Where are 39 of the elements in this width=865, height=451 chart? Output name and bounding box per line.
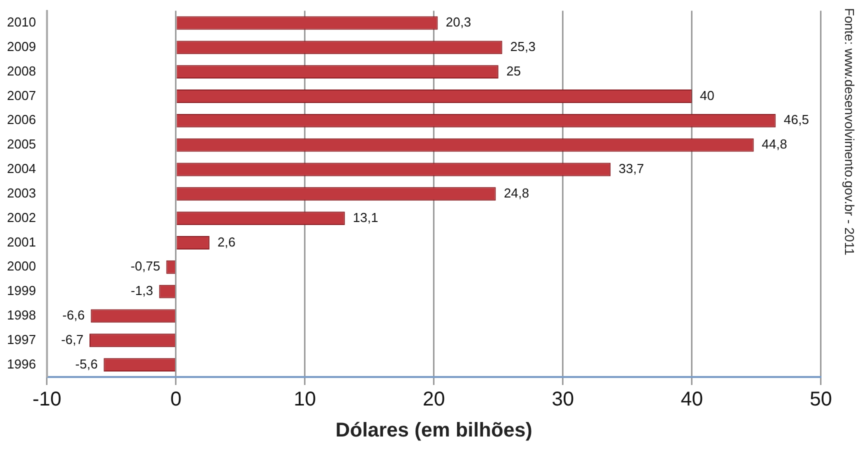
y-tick-label: 2007 — [7, 88, 36, 103]
data-label: 20,3 — [446, 14, 472, 30]
data-label: 46,5 — [784, 112, 810, 128]
data-label: 33,7 — [618, 161, 644, 176]
y-tick-label: 2008 — [7, 63, 36, 78]
data-label: -6,7 — [61, 332, 84, 347]
y-tick-label: 1997 — [7, 332, 36, 347]
y-tick-label: 2001 — [7, 234, 36, 250]
y-tick-label: 2002 — [7, 210, 36, 225]
x-tick-label: 0 — [170, 388, 182, 411]
y-tick-label: 1996 — [7, 356, 36, 372]
data-label: 13,1 — [352, 210, 378, 225]
x-tick-label: 10 — [294, 388, 316, 411]
x-tick-label: 20 — [422, 388, 446, 411]
x-axis-title: Dólares (em bilhões) — [336, 420, 532, 442]
y-tick-label: 1998 — [7, 308, 36, 323]
y-tick-label: 2009 — [7, 39, 36, 54]
data-label: -0,75 — [130, 258, 160, 274]
data-label: 25 — [506, 63, 521, 78]
data-label: 25,3 — [510, 39, 536, 54]
y-tick-label: 2004 — [7, 161, 36, 176]
data-label: 44,8 — [762, 136, 788, 152]
y-tick-label: 2000 — [7, 258, 36, 274]
y-tick-label: 2005 — [7, 136, 36, 152]
x-tick-label: 50 — [810, 388, 832, 411]
data-label: 24,8 — [504, 185, 530, 200]
y-tick-label: 2003 — [7, 185, 36, 200]
x-tick-label: 40 — [680, 388, 704, 411]
data-label: -1,3 — [130, 283, 154, 298]
y-tick-label: 2010 — [7, 14, 36, 30]
data-label: 40 — [700, 88, 714, 103]
data-label: 2,6 — [217, 234, 236, 250]
x-tick-label: -10 — [32, 388, 62, 411]
y-tick-label: 1999 — [7, 283, 36, 298]
source-note: Fonte: www.desenvolvimento.gov.br - 2011 — [842, 8, 857, 256]
y-tick-label: 2006 — [7, 112, 36, 128]
data-label: -5,6 — [75, 356, 98, 372]
data-label: -6,6 — [62, 308, 85, 323]
x-tick-label: 30 — [552, 388, 574, 411]
